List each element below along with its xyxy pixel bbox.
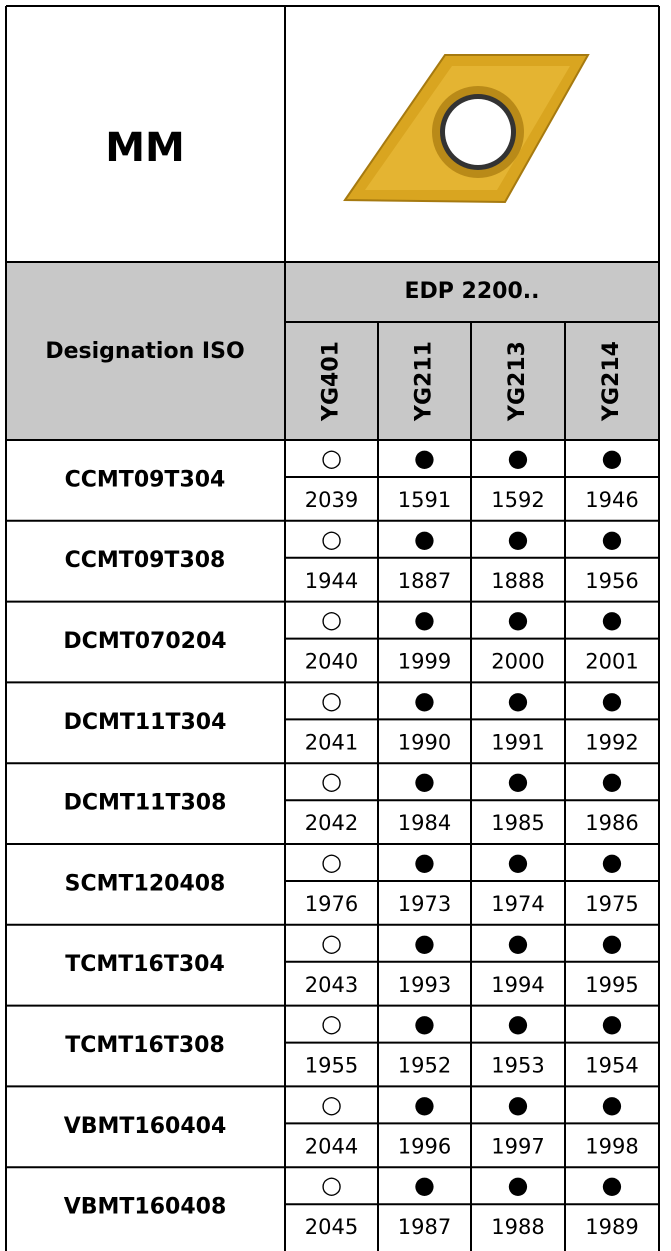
availability-symbol: ○ [321, 1010, 342, 1038]
grade-label: YG214 [599, 341, 624, 422]
edp-number: 1999 [398, 650, 451, 674]
availability-symbol: ● [508, 1171, 529, 1199]
edp-number: 2040 [305, 650, 358, 674]
availability-symbol: ○ [321, 848, 342, 876]
edp-number: 1955 [305, 1054, 358, 1078]
edp-number: 1592 [491, 488, 544, 512]
insert-image [345, 55, 588, 202]
availability-symbol: ● [602, 686, 623, 714]
edp-number: 1997 [491, 1134, 544, 1158]
edp-number: 1986 [585, 811, 638, 835]
edp-number: 2001 [585, 650, 638, 674]
edp-number: 1989 [585, 1215, 638, 1239]
edp-number: 2041 [305, 730, 358, 754]
availability-symbol: ● [508, 606, 529, 634]
edp-number: 2043 [305, 973, 358, 997]
designation: VBMT160408 [64, 1195, 227, 1220]
edp-number: 1987 [398, 1215, 451, 1239]
availability-symbol: ● [602, 525, 623, 553]
grade-label: YG211 [412, 341, 437, 422]
grade-label: YG213 [505, 341, 530, 422]
designation: DCMT11T304 [64, 710, 227, 735]
edp-number: 1974 [491, 892, 544, 916]
availability-symbol: ○ [321, 606, 342, 634]
edp-number: 1984 [398, 811, 451, 835]
availability-symbol: ● [414, 1090, 435, 1118]
designation: DCMT11T308 [64, 791, 227, 816]
availability-symbol: ○ [321, 1171, 342, 1199]
edp-number: 1954 [585, 1054, 638, 1078]
availability-symbol: ● [414, 444, 435, 472]
availability-symbol: ○ [321, 1090, 342, 1118]
availability-symbol: ● [414, 848, 435, 876]
availability-symbol: ○ [321, 767, 342, 795]
edp-number: 1953 [491, 1054, 544, 1078]
edp-number: 1998 [585, 1134, 638, 1158]
availability-symbol: ● [602, 1090, 623, 1118]
edp-number: 1994 [491, 973, 544, 997]
availability-symbol: ● [414, 686, 435, 714]
spec-table: MM Designation ISO EDP 2200.. YG401 YG211… [0, 0, 671, 1251]
edp-number: 1991 [491, 730, 544, 754]
edp-number: 1996 [398, 1134, 451, 1158]
availability-symbol: ● [508, 1010, 529, 1038]
edp-number: 2042 [305, 811, 358, 835]
title: MM [105, 125, 185, 171]
designation: SCMT120408 [65, 871, 226, 896]
column-label: Designation ISO [45, 339, 244, 364]
edp-number: 2000 [491, 650, 544, 674]
edp-number: 1975 [585, 892, 638, 916]
availability-symbol: ○ [321, 525, 342, 553]
availability-symbol: ● [508, 1090, 529, 1118]
availability-symbol: ● [508, 525, 529, 553]
edp-number: 1956 [585, 569, 638, 593]
availability-symbol: ○ [321, 686, 342, 714]
availability-symbol: ● [508, 686, 529, 714]
availability-symbol: ● [414, 1171, 435, 1199]
grade-label: YG401 [319, 341, 344, 422]
designation: TCMT16T304 [65, 952, 225, 977]
availability-symbol: ● [602, 767, 623, 795]
edp-number: 1887 [398, 569, 451, 593]
availability-symbol: ● [602, 606, 623, 634]
availability-symbol: ● [414, 606, 435, 634]
availability-symbol: ● [508, 848, 529, 876]
edp-number: 1995 [585, 973, 638, 997]
edp-number: 2044 [305, 1134, 358, 1158]
edp-number: 1946 [585, 488, 638, 512]
availability-symbol: ● [508, 444, 529, 472]
availability-symbol: ● [414, 929, 435, 957]
edp-number: 2045 [305, 1215, 358, 1239]
availability-symbol: ● [602, 1171, 623, 1199]
designation: VBMT160404 [64, 1114, 227, 1139]
designation: CCMT09T308 [65, 548, 226, 573]
availability-symbol: ● [602, 929, 623, 957]
edp-number: 2039 [305, 488, 358, 512]
edp-number: 1990 [398, 730, 451, 754]
edp-number: 1988 [491, 1215, 544, 1239]
edp-number: 1888 [491, 569, 544, 593]
availability-symbol: ○ [321, 929, 342, 957]
edp-number: 1944 [305, 569, 358, 593]
designation: TCMT16T308 [65, 1033, 225, 1058]
availability-symbol: ● [414, 1010, 435, 1038]
availability-symbol: ● [414, 767, 435, 795]
edp-label: EDP 2200.. [404, 279, 539, 304]
availability-symbol: ○ [321, 444, 342, 472]
availability-symbol: ● [508, 767, 529, 795]
availability-symbol: ● [414, 525, 435, 553]
edp-number: 1973 [398, 892, 451, 916]
edp-number: 1993 [398, 973, 451, 997]
edp-number: 1992 [585, 730, 638, 754]
availability-symbol: ● [602, 848, 623, 876]
designation: DCMT070204 [63, 629, 226, 654]
availability-symbol: ● [508, 929, 529, 957]
availability-symbol: ● [602, 1010, 623, 1038]
edp-number: 1591 [398, 488, 451, 512]
availability-symbol: ● [602, 444, 623, 472]
edp-number: 1985 [491, 811, 544, 835]
designation: CCMT09T304 [65, 467, 226, 492]
edp-number: 1952 [398, 1054, 451, 1078]
edp-number: 1976 [305, 892, 358, 916]
